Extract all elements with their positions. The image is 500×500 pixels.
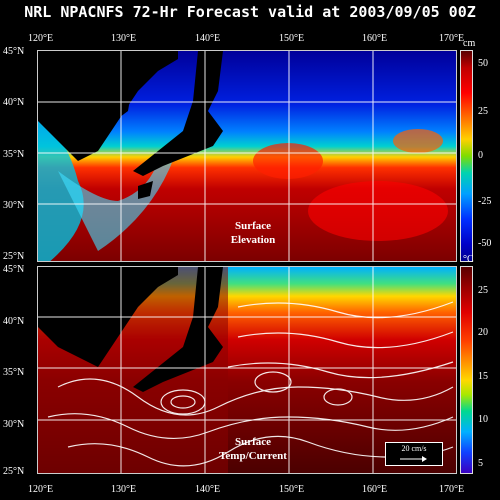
colorbar-tick: 10 (478, 414, 488, 425)
y-tick: 35°N (3, 367, 25, 378)
colorbar-tick: -25 (478, 196, 492, 207)
elevation-panel-label: Surface Elevation (213, 219, 293, 247)
x-tick-top: 150°E (279, 33, 305, 44)
elevation-field (38, 51, 456, 261)
figure-title: NRL NPACNFS 72-Hr Forecast valid at 2003… (24, 3, 476, 21)
y-tick: 25°N (3, 466, 25, 477)
x-tick-bottom: 160°E (362, 484, 388, 495)
colorbar-tick: 15 (478, 371, 488, 382)
y-tick: 30°N (3, 419, 25, 430)
vector-scale-legend: 20 cm/s (385, 442, 443, 466)
vector-scale-label: 20 cm/s (401, 444, 427, 453)
temp-label-line1: Surface (234, 436, 272, 448)
y-tick: 45°N (3, 264, 25, 275)
y-tick: 40°N (3, 316, 25, 327)
x-tick-top: 130°E (111, 33, 137, 44)
y-tick: 35°N (3, 149, 25, 160)
elevation-colorbar (460, 50, 473, 262)
colorbar-tick: 25 (478, 106, 488, 117)
y-tick: 25°N (3, 251, 25, 262)
elevation-unit: cm (463, 38, 476, 49)
elevation-label-line2: Elevation (230, 234, 276, 246)
x-tick-bottom: 170°E (439, 484, 465, 495)
x-tick-bottom: 130°E (111, 484, 137, 495)
arrow-right-icon (400, 456, 427, 462)
colorbar-tick: -50 (478, 238, 492, 249)
surface-temp-current-map: Surface Temp/Current (37, 266, 457, 474)
x-tick-top: 120°E (28, 33, 54, 44)
x-tick-top: 160°E (362, 33, 388, 44)
elevation-label-line1: Surface (234, 220, 272, 232)
colorbar-tick: 25 (478, 285, 488, 296)
y-tick: 30°N (3, 200, 25, 211)
temperature-unit: °C (463, 254, 474, 265)
x-tick-bottom: 140°E (195, 484, 221, 495)
temp-label-line2: Temp/Current (219, 450, 287, 462)
y-tick: 40°N (3, 97, 25, 108)
y-tick: 45°N (3, 46, 25, 57)
colorbar-tick: 50 (478, 58, 488, 69)
surface-elevation-map: Surface Elevation (37, 50, 457, 262)
colorbar-tick: 20 (478, 327, 488, 338)
x-tick-top: 170°E (439, 33, 465, 44)
colorbar-tick: 0 (478, 150, 483, 161)
x-tick-bottom: 120°E (28, 484, 54, 495)
x-tick-top: 140°E (195, 33, 221, 44)
temperature-field (38, 267, 456, 473)
temp-panel-label: Surface Temp/Current (208, 435, 298, 463)
colorbar-tick: 5 (478, 458, 483, 469)
temperature-colorbar (460, 266, 473, 474)
x-tick-bottom: 150°E (279, 484, 305, 495)
